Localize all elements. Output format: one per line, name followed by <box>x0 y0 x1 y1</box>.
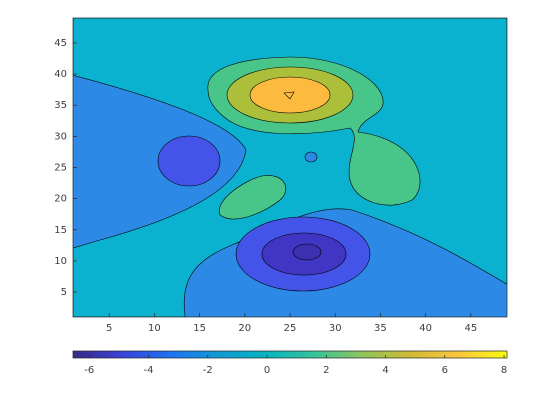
x-tick-label: 30 <box>329 323 342 334</box>
x-tick-label: 5 <box>106 323 112 334</box>
y-tick-label: 15 <box>54 225 67 236</box>
contour-fills <box>73 18 507 317</box>
colorbar-tick-label: 0 <box>264 365 270 376</box>
colorbar-tick-label: 4 <box>382 365 388 376</box>
contour-region <box>157 135 221 187</box>
colorbar <box>72 350 508 359</box>
x-tick-label: 35 <box>374 323 387 334</box>
contour-region <box>292 243 322 261</box>
colorbar-tick-label: -6 <box>84 365 94 376</box>
x-tick-label: 15 <box>193 323 206 334</box>
colorbar-tick-label: -4 <box>144 365 154 376</box>
y-tick-label: 25 <box>54 163 67 174</box>
colorbar-tick-label: -2 <box>203 365 213 376</box>
y-tick-label: 5 <box>61 287 67 298</box>
x-tick-label: 10 <box>148 323 161 334</box>
colorbar-tick-label: 8 <box>501 365 507 376</box>
contour-region <box>304 151 318 163</box>
x-tick-label: 25 <box>284 323 297 334</box>
y-tick-label: 20 <box>54 194 67 205</box>
x-tick-label: 40 <box>419 323 432 334</box>
y-tick-label: 45 <box>54 38 67 49</box>
y-tick-label: 30 <box>54 131 67 142</box>
colorbar-tick-label: 6 <box>442 365 448 376</box>
y-tick-label: 35 <box>54 100 67 111</box>
colorbar-tick-label: 2 <box>323 365 329 376</box>
contour-region <box>283 91 295 100</box>
x-tick-label: 20 <box>238 323 251 334</box>
y-tick-label: 40 <box>54 69 67 80</box>
contour-region <box>219 175 286 220</box>
x-tick-label: 45 <box>464 323 477 334</box>
y-tick-label: 10 <box>54 256 67 267</box>
